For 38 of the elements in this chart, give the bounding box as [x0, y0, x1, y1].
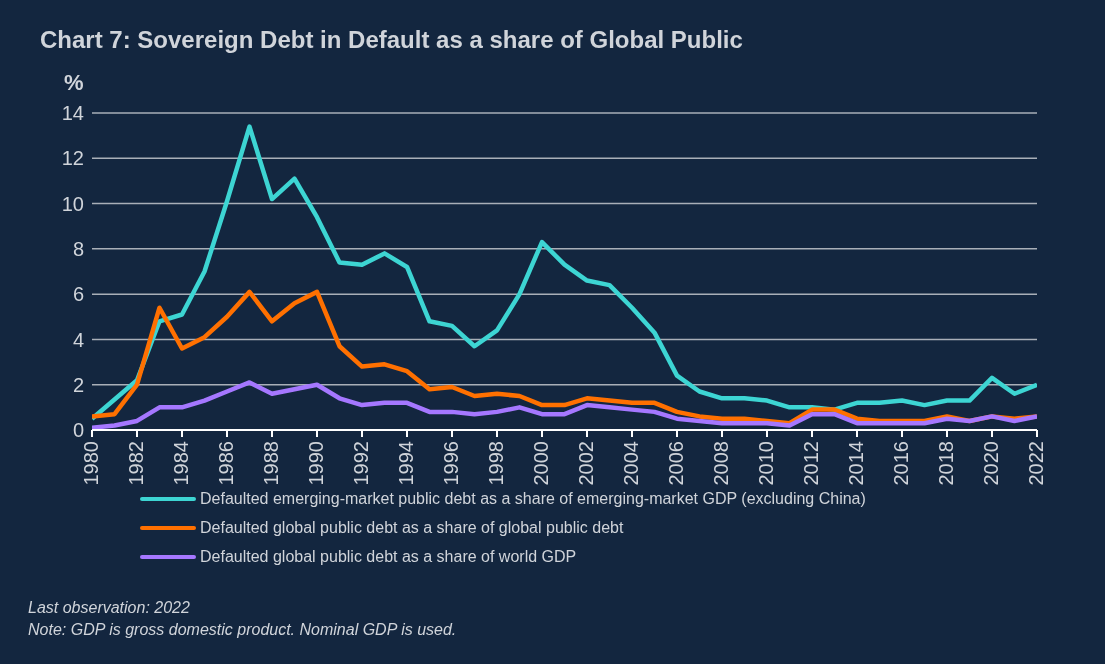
x-tick-label: 1996	[440, 441, 463, 486]
y-tick-label: 12	[61, 147, 84, 170]
y-tick-label: 2	[72, 373, 84, 396]
line-series	[92, 124, 1037, 421]
y-tick-label: 8	[72, 237, 84, 260]
x-tick-label: 2002	[575, 441, 598, 486]
x-tick-label: 2008	[710, 441, 733, 486]
x-tick-label: 1982	[125, 441, 148, 486]
x-tick-label: 1994	[395, 441, 418, 486]
x-tick-label: 2014	[845, 441, 868, 486]
x-tick-label: 2000	[530, 441, 553, 486]
x-tick-label: 1986	[215, 441, 238, 486]
chart-title: Chart 7: Sovereign Debt in Default as a share of Global Public	[40, 26, 743, 54]
x-tick-label: 1990	[305, 441, 328, 486]
x-tick-label: 2006	[665, 441, 688, 486]
x-tick-label: 1980	[80, 441, 103, 486]
y-tick-label: 0	[72, 419, 84, 442]
x-tick-label: 1988	[260, 441, 283, 486]
legend-label: Defaulted emerging-market public debt as a share of emerging-market GDP (excluding China)	[200, 489, 866, 508]
x-tick-label: 2010	[755, 441, 778, 486]
x-tick-label: 2004	[620, 441, 643, 486]
y-tick-label: 10	[61, 192, 84, 215]
x-tick-label: 2016	[890, 441, 913, 486]
y-tick-label: 6	[72, 283, 84, 306]
y-tick-label: 14	[61, 102, 84, 125]
x-tick-label: 2022	[1025, 441, 1048, 486]
x-tick-label: 1984	[170, 441, 193, 486]
x-tick-label: 1992	[350, 441, 373, 486]
y-axis-title: %	[64, 70, 84, 96]
legend-label: Defaulted global public debt as a share of global public debt	[200, 518, 624, 537]
x-tick-label: 2020	[980, 441, 1003, 486]
text: Last observation: 2022	[28, 598, 191, 618]
text: Note: GDP is gross domestic product. Nominal GDP is used.	[28, 620, 457, 640]
x-tick-label: 1998	[485, 441, 508, 486]
x-tick-label: 2012	[800, 441, 823, 486]
x-tick-label: 2018	[935, 441, 958, 486]
legend-label: Defaulted global public debt as a share of world GDP	[200, 547, 577, 566]
y-tick-label: 4	[72, 328, 84, 351]
